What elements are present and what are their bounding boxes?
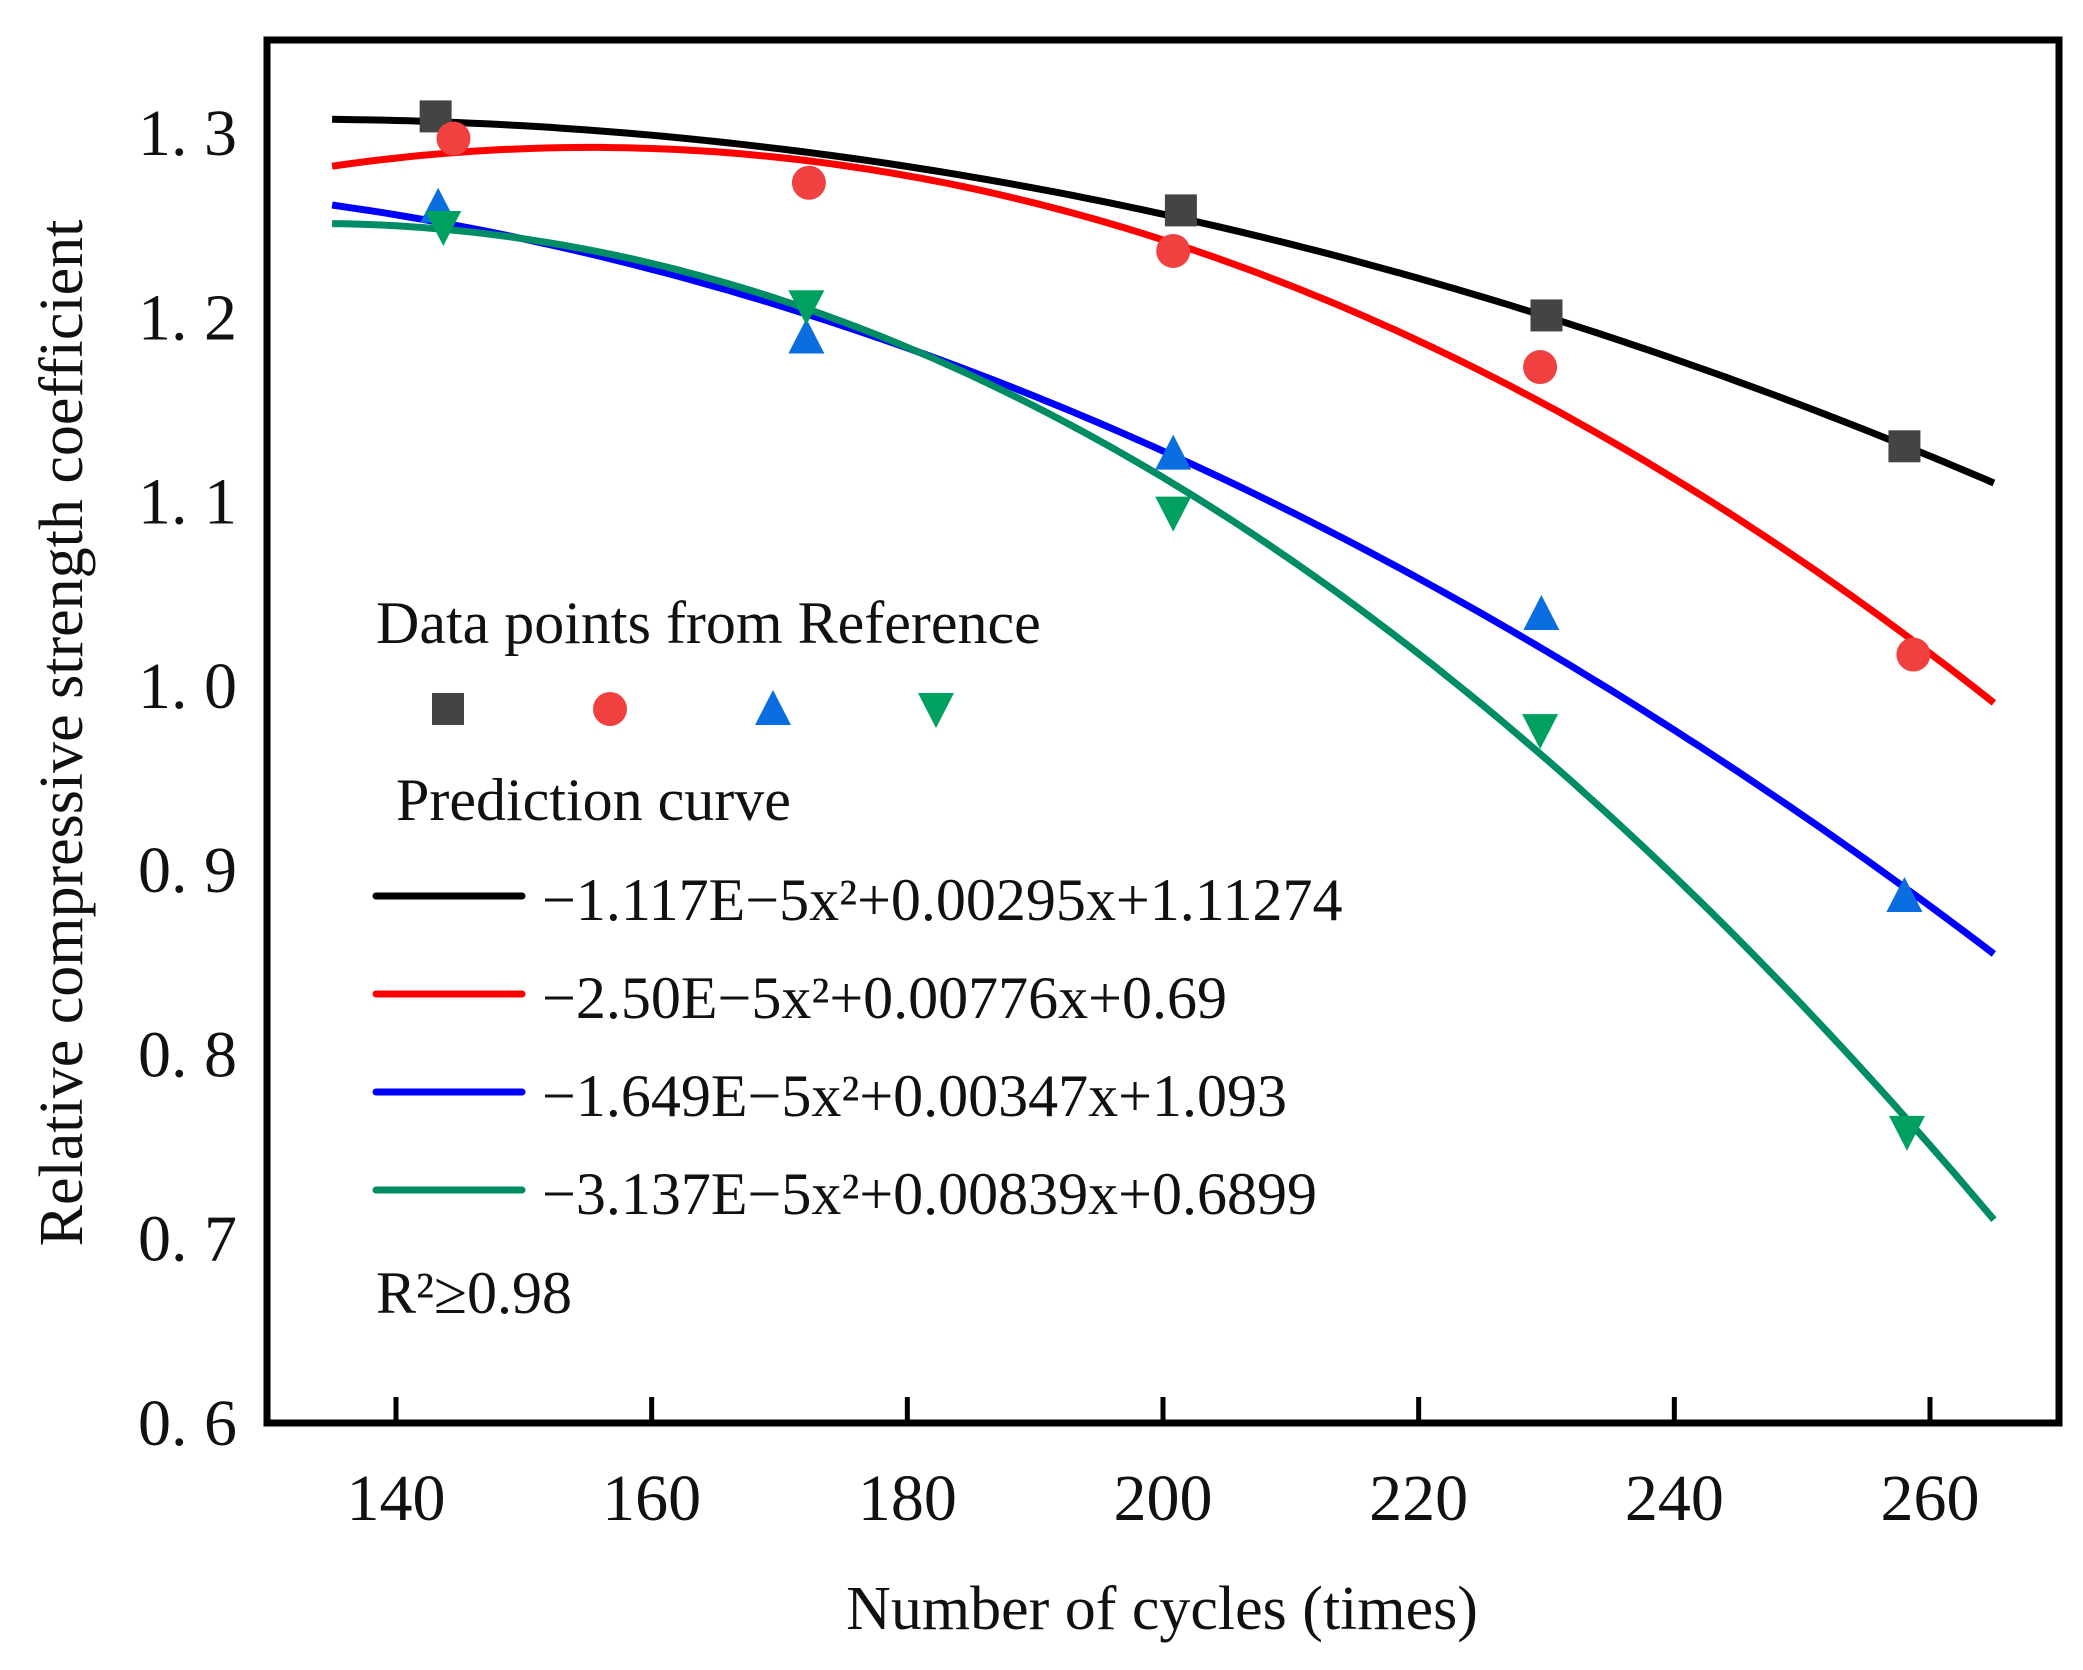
y-tick-label: 0. 9 — [138, 834, 237, 907]
series-4-point — [425, 210, 462, 246]
y-tick-label: 1. 0 — [138, 650, 237, 723]
series-4-legend-marker — [918, 693, 954, 728]
series-1-legend-equation: −1.117E−5x²+0.00295x+1.11274 — [542, 867, 1343, 933]
x-axis: 140 160 180 200 220 240 260 — [347, 1397, 1980, 1535]
y-tick-label: 1. 3 — [138, 97, 237, 170]
series-4-point — [1155, 496, 1192, 532]
series-3-point — [1523, 594, 1560, 630]
data-points — [419, 100, 1931, 1151]
series-3-legend-marker — [755, 690, 791, 725]
series-1-point — [1164, 194, 1197, 227]
y-tick-label: 1. 1 — [138, 466, 237, 539]
series-4-point — [788, 290, 825, 326]
series-4-curve — [332, 220, 1997, 1222]
x-tick-label: 200 — [1114, 1462, 1213, 1535]
series-2-legend-marker — [593, 692, 627, 726]
legend-lines: −1.117E−5x²+0.00295x+1.11274 −2.50E−5x²+0… — [372, 867, 1343, 1227]
series-1-legend-marker — [432, 693, 464, 725]
x-axis-title: Number of cycles (times) — [846, 1575, 1478, 1643]
legend-curves-title: Prediction curve — [396, 767, 791, 833]
x-tick-label: 240 — [1625, 1462, 1724, 1535]
y-tick-label: 1. 2 — [138, 281, 237, 354]
x-tick-label: 140 — [347, 1462, 446, 1535]
y-tick-label: 0. 8 — [138, 1018, 237, 1091]
y-axis-title: Relative compressive strength coefficien… — [28, 220, 96, 1247]
series-2-point — [791, 165, 826, 200]
series-4-point — [1522, 714, 1559, 750]
series-2-point — [1156, 233, 1191, 268]
y-tick-label: 0. 6 — [138, 1387, 237, 1460]
series-3-point — [1886, 876, 1923, 912]
series-3-point — [1155, 434, 1192, 470]
series-3-point — [788, 318, 825, 354]
series-1-curve — [332, 115, 1996, 487]
series-4-legend-equation: −3.137E−5x²+0.00839x+0.6899 — [542, 1161, 1317, 1227]
series-4-point — [1888, 1115, 1925, 1151]
series-3-curve — [331, 201, 1997, 957]
x-tick-label: 260 — [1881, 1462, 1980, 1535]
x-tick-label: 180 — [858, 1462, 957, 1535]
prediction-curves — [331, 115, 1997, 1222]
series-1-point — [1888, 430, 1921, 463]
x-tick-label: 220 — [1369, 1462, 1468, 1535]
series-1-point — [1530, 299, 1563, 332]
legend-points-title: Data points from Reference — [376, 590, 1041, 656]
y-axis: 0. 6 0. 7 0. 8 0. 9 1. 0 1. 1 1. 2 1. 3 — [138, 97, 237, 1460]
x-tick-label: 160 — [602, 1462, 701, 1535]
legend-markers — [432, 690, 954, 728]
series-2-point — [1523, 350, 1558, 385]
series-2-point — [1896, 637, 1931, 672]
series-2-legend-equation: −2.50E−5x²+0.00776x+0.69 — [542, 965, 1227, 1031]
series-2-point — [436, 121, 471, 156]
legend-r2: R²≥0.98 — [376, 1260, 572, 1326]
series-3-legend-equation: −1.649E−5x²+0.00347x+1.093 — [542, 1063, 1287, 1129]
y-tick-label: 0. 7 — [138, 1203, 237, 1276]
legend: Data points from Reference Prediction cu… — [372, 590, 1343, 1326]
